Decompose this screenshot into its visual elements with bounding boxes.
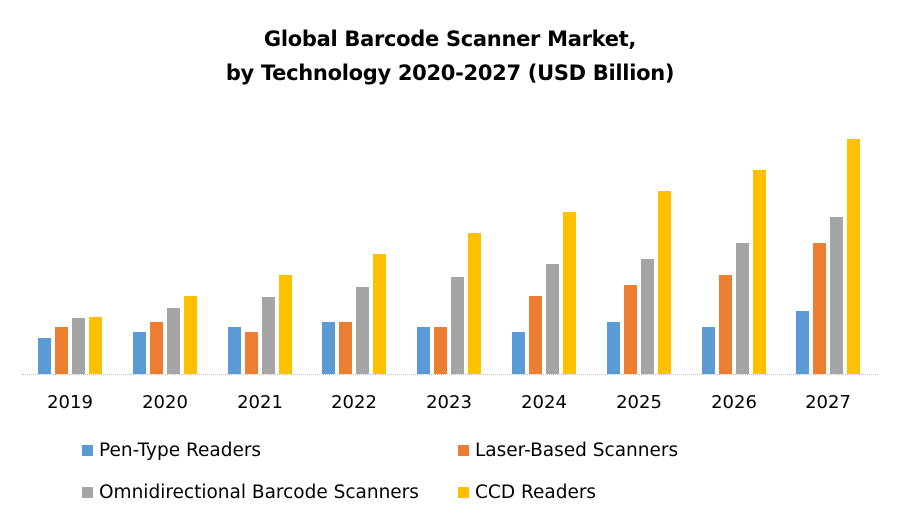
legend-item-ccd-readers: CCD Readers (458, 482, 596, 503)
bar-ccd-readers-2025 (658, 191, 671, 374)
legend-swatch-icon (458, 445, 469, 456)
chart-title-line-1: Global Barcode Scanner Market, (263, 27, 637, 51)
bar-omnidirectional-barcode-scanners-2023 (451, 277, 464, 374)
bar-laser-based-scanners-2023 (434, 327, 447, 374)
bar-laser-based-scanners-2025 (624, 285, 637, 374)
chart-title: Global Barcode Scanner Market, by Techno… (0, 22, 900, 90)
bar-omnidirectional-barcode-scanners-2027 (830, 217, 843, 374)
x-axis-tick-label: 2021 (237, 392, 283, 413)
bar-pen-type-readers-2023 (417, 327, 430, 374)
bar-laser-based-scanners-2022 (339, 322, 352, 374)
bar-pen-type-readers-2022 (322, 322, 335, 374)
bar-omnidirectional-barcode-scanners-2020 (167, 308, 180, 374)
bar-pen-type-readers-2020 (133, 332, 146, 374)
legend-swatch-icon (82, 445, 93, 456)
x-axis-tick-label: 2020 (142, 392, 188, 413)
bar-pen-type-readers-2026 (702, 327, 715, 374)
bar-ccd-readers-2022 (373, 254, 386, 374)
legend-label: Laser-Based Scanners (475, 440, 679, 461)
x-axis-tick-label: 2024 (521, 392, 567, 413)
bar-omnidirectional-barcode-scanners-2022 (356, 287, 369, 374)
chart-title-line-2: by Technology 2020-2027 (USD Billion) (225, 61, 675, 85)
bar-pen-type-readers-2021 (228, 327, 241, 374)
bar-omnidirectional-barcode-scanners-2026 (736, 243, 749, 374)
legend-label: Omnidirectional Barcode Scanners (99, 482, 419, 503)
bar-omnidirectional-barcode-scanners-2021 (262, 297, 275, 374)
x-axis-tick-label: 2026 (711, 392, 757, 413)
legend-label: Pen-Type Readers (99, 440, 262, 461)
bar-omnidirectional-barcode-scanners-2024 (546, 264, 559, 374)
x-axis-line (22, 374, 878, 375)
bar-laser-based-scanners-2027 (813, 243, 826, 374)
bar-ccd-readers-2023 (468, 233, 481, 374)
bar-pen-type-readers-2027 (796, 311, 809, 374)
legend-swatch-icon (458, 487, 469, 498)
legend-label: CCD Readers (475, 482, 597, 503)
bar-laser-based-scanners-2026 (719, 275, 732, 374)
x-axis-tick-label: 2023 (426, 392, 472, 413)
bar-ccd-readers-2024 (563, 212, 576, 374)
bar-ccd-readers-2019 (89, 317, 102, 374)
bar-ccd-readers-2021 (279, 275, 292, 374)
bar-omnidirectional-barcode-scanners-2025 (641, 259, 654, 374)
bar-pen-type-readers-2025 (607, 322, 620, 374)
bar-omnidirectional-barcode-scanners-2019 (72, 318, 85, 374)
x-axis-tick-label: 2027 (805, 392, 851, 413)
bar-ccd-readers-2027 (847, 139, 860, 374)
legend-item-pen-type-readers: Pen-Type Readers (82, 440, 261, 461)
x-axis-tick-label: 2022 (331, 392, 377, 413)
bar-laser-based-scanners-2021 (245, 332, 258, 374)
bar-pen-type-readers-2019 (38, 338, 51, 374)
bar-pen-type-readers-2024 (512, 332, 525, 374)
x-axis-tick-label: 2025 (616, 392, 662, 413)
x-axis-tick-label: 2019 (47, 392, 93, 413)
bar-laser-based-scanners-2019 (55, 327, 68, 374)
legend-swatch-icon (82, 487, 93, 498)
bar-ccd-readers-2026 (753, 170, 766, 374)
bar-ccd-readers-2020 (184, 296, 197, 374)
legend-item-laser-based-scanners: Laser-Based Scanners (458, 440, 678, 461)
bar-laser-based-scanners-2020 (150, 322, 163, 374)
legend-item-omnidirectional-barcode-scanners: Omnidirectional Barcode Scanners (82, 482, 419, 503)
bar-laser-based-scanners-2024 (529, 296, 542, 374)
